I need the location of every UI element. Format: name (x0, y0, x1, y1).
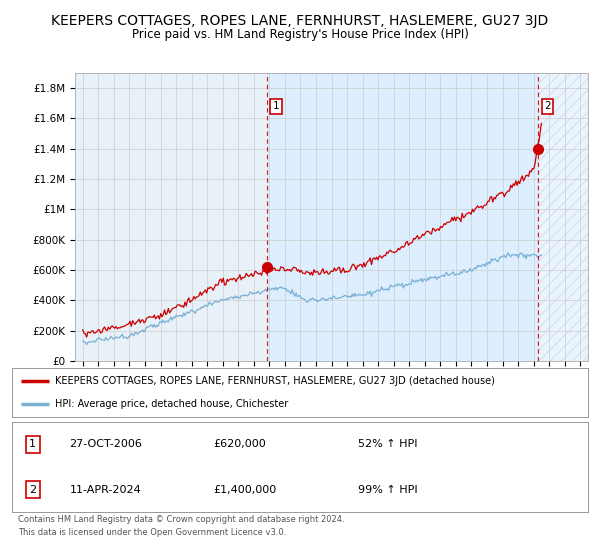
Text: 2: 2 (544, 101, 551, 111)
Text: This data is licensed under the Open Government Licence v3.0.: This data is licensed under the Open Gov… (18, 528, 286, 536)
Bar (266, 73, 538, 361)
Text: 1: 1 (29, 440, 36, 449)
Text: 1: 1 (273, 101, 280, 111)
Text: 27-OCT-2006: 27-OCT-2006 (70, 440, 142, 449)
Text: Contains HM Land Registry data © Crown copyright and database right 2024.: Contains HM Land Registry data © Crown c… (18, 515, 344, 524)
Text: HPI: Average price, detached house, Chichester: HPI: Average price, detached house, Chic… (55, 399, 289, 409)
Text: £1,400,000: £1,400,000 (214, 485, 277, 494)
Text: Price paid vs. HM Land Registry's House Price Index (HPI): Price paid vs. HM Land Registry's House … (131, 28, 469, 41)
Text: 2: 2 (29, 485, 37, 494)
Text: 11-APR-2024: 11-APR-2024 (70, 485, 142, 494)
Text: £620,000: £620,000 (214, 440, 266, 449)
Text: 99% ↑ HPI: 99% ↑ HPI (358, 485, 417, 494)
Bar (538, 73, 588, 361)
Text: KEEPERS COTTAGES, ROPES LANE, FERNHURST, HASLEMERE, GU27 3JD: KEEPERS COTTAGES, ROPES LANE, FERNHURST,… (52, 14, 548, 28)
Text: 52% ↑ HPI: 52% ↑ HPI (358, 440, 417, 449)
Text: KEEPERS COTTAGES, ROPES LANE, FERNHURST, HASLEMERE, GU27 3JD (detached house): KEEPERS COTTAGES, ROPES LANE, FERNHURST,… (55, 376, 495, 386)
